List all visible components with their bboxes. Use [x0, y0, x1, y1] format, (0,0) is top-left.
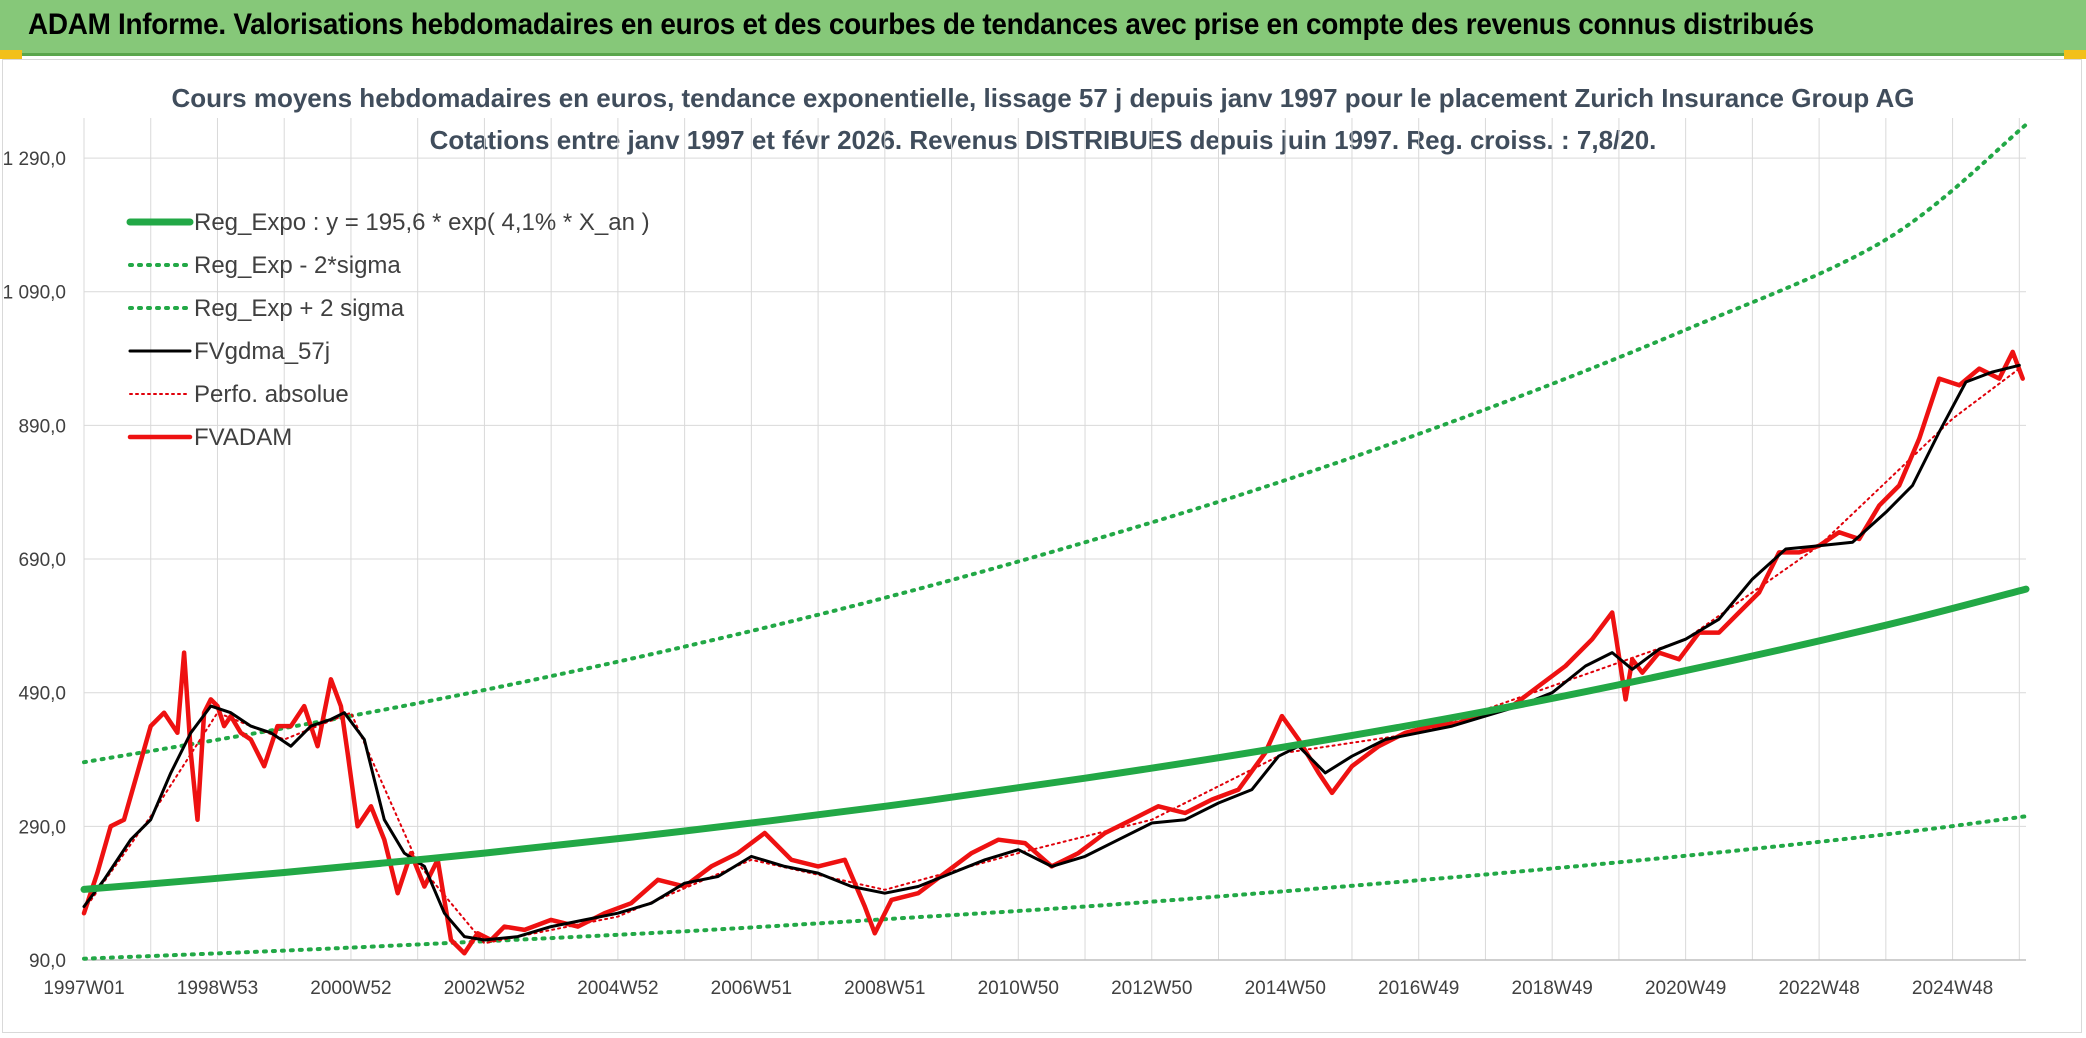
legend-label-1: Reg_Exp - 2*sigma: [194, 252, 401, 279]
legend-label-3: FVgdma_57j: [194, 338, 330, 365]
x-tick-label: 2000W52: [310, 978, 391, 999]
y-tick-label: 90,0: [29, 951, 66, 972]
legend-label-5: FVADAM: [194, 424, 292, 451]
chart-title: Cours moyens hebdomadaires en euros, ten…: [171, 83, 1915, 113]
chart-frame: [2, 59, 2082, 1033]
header-banner: ADAM Informe. Valorisations hebdomadaire…: [0, 0, 2086, 59]
legend-label-2: Reg_Exp + 2 sigma: [194, 295, 405, 322]
chart-subtitle: Cotations entre janv 1997 et févr 2026. …: [429, 125, 1657, 155]
x-tick-label: 1998W53: [177, 978, 258, 999]
x-tick-label: 1997W01: [43, 978, 124, 999]
header-title: ADAM Informe. Valorisations hebdomadaire…: [28, 8, 1814, 41]
x-tick-label: 2004W52: [577, 978, 658, 999]
legend-label-4: Perfo. absolue: [194, 381, 349, 408]
series-line-5: [81, 349, 2025, 956]
x-tick-label: 2010W50: [978, 978, 1059, 999]
header-corner-right: [2064, 50, 2086, 59]
x-tick-label: 2002W52: [444, 978, 525, 999]
y-tick-label: 290,0: [18, 817, 66, 838]
y-tick-label: 490,0: [18, 684, 66, 705]
x-tick-label: 2016W49: [1378, 978, 1459, 999]
x-tick-label: 2018W49: [1512, 978, 1593, 999]
series-line-3: [82, 363, 2021, 942]
series-line-0: [80, 585, 2030, 893]
y-tick-label: 1 290,0: [3, 149, 66, 170]
x-tick-label: 2014W50: [1245, 978, 1326, 999]
y-tick-label: 890,0: [18, 416, 66, 437]
y-tick-label: 1 090,0: [3, 283, 66, 304]
series-line-4: [83, 367, 2021, 945]
x-tick-label: 2006W51: [711, 978, 792, 999]
x-tick-label: 2008W51: [844, 978, 925, 999]
series-line-2: [82, 122, 2028, 765]
x-tick-label: 2022W48: [1778, 978, 1859, 999]
x-tick-label: 2024W48: [1912, 978, 1993, 999]
y-tick-label: 690,0: [18, 550, 66, 571]
x-tick-label: 2020W49: [1645, 978, 1726, 999]
x-tick-label: 2012W50: [1111, 978, 1192, 999]
legend-label-0: Reg_Expo : y = 195,6 * exp( 4,1% * X_an …: [194, 209, 650, 236]
header-corner-left: [0, 50, 22, 59]
series-line-1: [82, 814, 2028, 961]
